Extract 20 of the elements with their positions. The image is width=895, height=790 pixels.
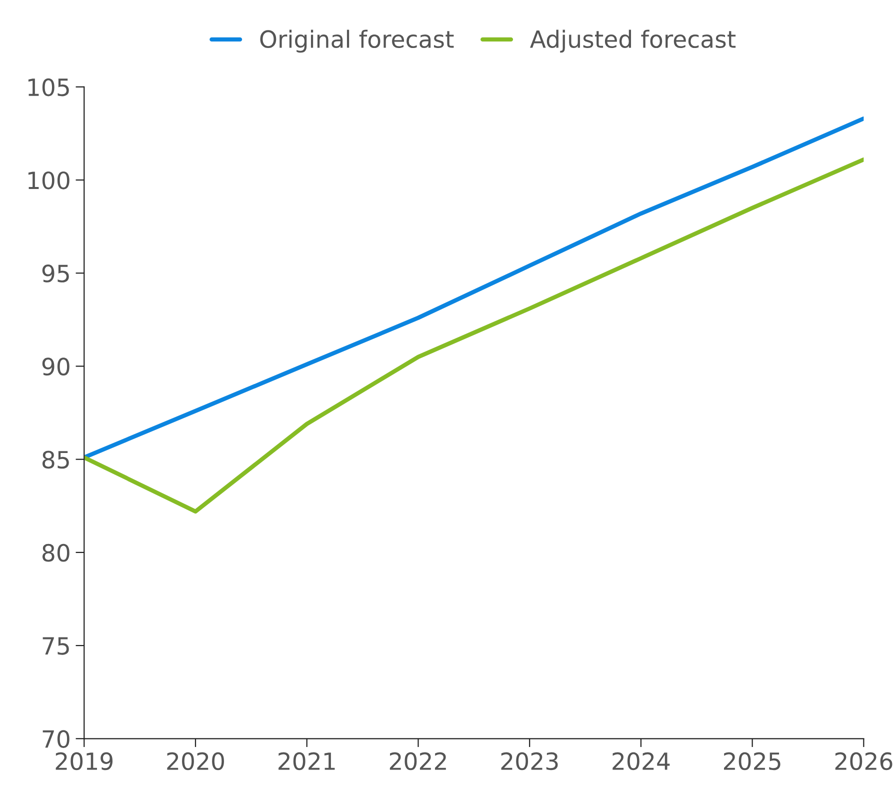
line-series	[84, 116, 864, 460]
x-tick-label: 2025	[724, 752, 780, 770]
y-tick-label: 95	[42, 264, 69, 282]
y-tick-label: 80	[42, 544, 70, 562]
x-tick-label: 2024	[612, 752, 670, 770]
y-tick-label: 70	[42, 730, 70, 748]
x-tick-label: 2026	[835, 752, 892, 770]
x-tick-label: 2022	[390, 752, 446, 770]
x-tick-label: 2020	[167, 752, 224, 770]
legend-label: Adjusted forecast	[530, 30, 736, 53]
x-tick-label: 2023	[501, 752, 558, 770]
x-tick-label: 2021	[278, 752, 335, 770]
legend-label: Original forecast	[260, 30, 454, 53]
y-tick-label: 105	[28, 78, 69, 96]
y-tick-label: 75	[42, 637, 69, 655]
line-series	[84, 157, 864, 514]
y-tick-label: 100	[28, 171, 70, 190]
x-tick-label: 2019	[56, 752, 113, 770]
y-tick-label: 85	[42, 450, 69, 469]
y-tick-label: 90	[42, 358, 70, 376]
